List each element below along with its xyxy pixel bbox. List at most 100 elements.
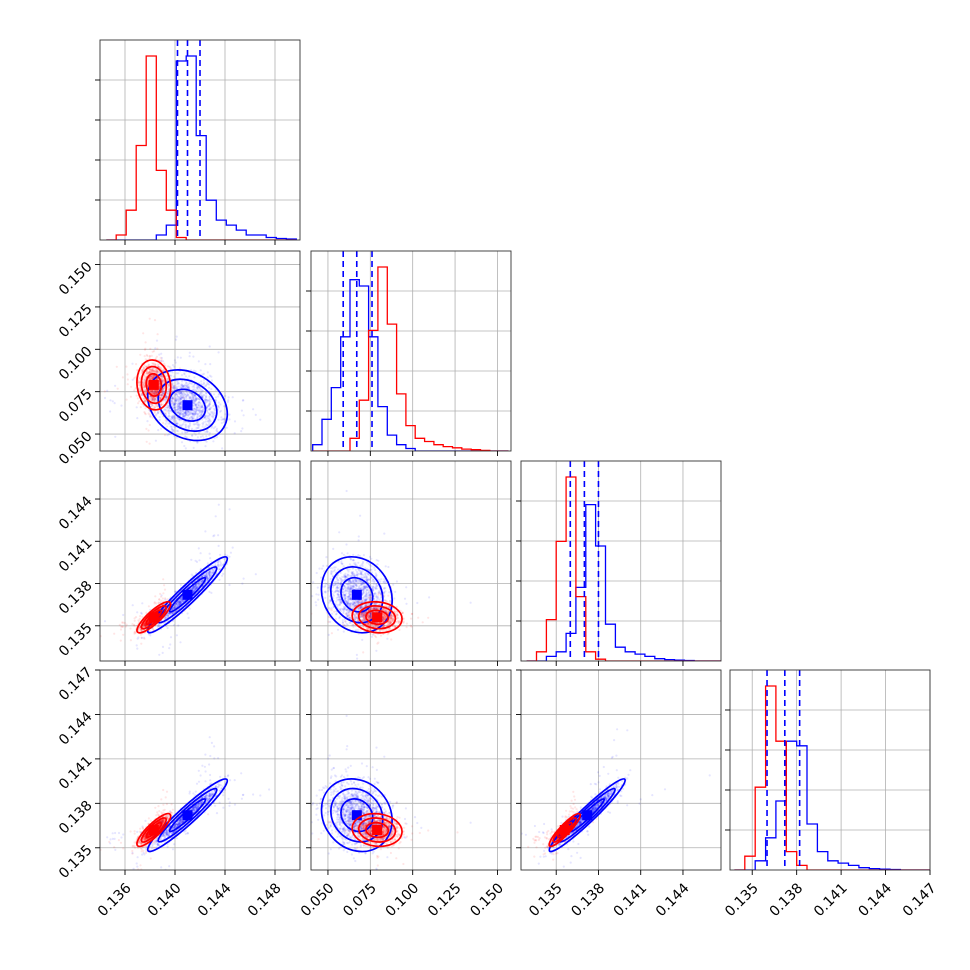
axes-frame bbox=[99, 460, 301, 662]
y-tick-label: 0.075 bbox=[56, 386, 96, 426]
y-tick-label: 0.135 bbox=[56, 620, 96, 660]
x-tick-label: 0.075 bbox=[340, 880, 380, 920]
contours-series-1 bbox=[351, 600, 403, 634]
histogram-series-1 bbox=[526, 476, 721, 661]
grid bbox=[311, 251, 511, 451]
density-peak bbox=[559, 825, 570, 835]
axes-frame bbox=[99, 250, 301, 452]
y-tick-label: 0.144 bbox=[56, 493, 96, 533]
y-tick-label: 0.150 bbox=[56, 259, 96, 299]
histogram-panel-0 bbox=[95, 39, 301, 245]
density-peak bbox=[148, 379, 159, 390]
density-peak bbox=[182, 400, 193, 411]
axes-frame bbox=[729, 669, 931, 871]
grid bbox=[730, 670, 931, 870]
contours-series-0 bbox=[320, 778, 393, 853]
y-tick-label: 0.050 bbox=[56, 428, 96, 468]
scatter-panel-3-1: 0.050 0.075 0.100 0.125 0.150 bbox=[298, 669, 512, 920]
histogram-series-0 bbox=[106, 55, 297, 240]
density-peak bbox=[182, 589, 193, 600]
x-tick-label: 0.138 bbox=[568, 880, 608, 920]
contour-level-1 bbox=[357, 817, 397, 843]
x-tick-label: 0.144 bbox=[653, 880, 693, 920]
axes-frame bbox=[99, 39, 301, 241]
y-tick-label: 0.138 bbox=[56, 578, 96, 618]
axes-frame bbox=[520, 669, 722, 871]
grid bbox=[521, 669, 721, 870]
density-peak bbox=[372, 612, 383, 623]
x-tick-label: 0.141 bbox=[811, 880, 851, 920]
axes-frame bbox=[99, 669, 301, 871]
density-peak bbox=[148, 825, 159, 835]
x-tick-label: 0.125 bbox=[425, 880, 465, 920]
contour-level-2 bbox=[145, 372, 163, 397]
density-peak bbox=[148, 612, 159, 623]
histogram-series-0 bbox=[734, 740, 930, 870]
histogram-series-1 bbox=[312, 266, 509, 451]
y-tick-label: 0.138 bbox=[56, 798, 96, 838]
contours-series-1 bbox=[548, 812, 582, 848]
x-tick-label: 0.140 bbox=[145, 880, 185, 920]
contour-level-0 bbox=[351, 600, 403, 634]
contour-level-2 bbox=[365, 821, 390, 839]
y-tick-label: 0.144 bbox=[56, 709, 96, 749]
scatter-panel-3-0: 0.136 0.140 0.144 0.1480.1350.1380.1410.144… bbox=[56, 664, 301, 920]
histogram-panel-2 bbox=[516, 460, 722, 666]
density-peak bbox=[372, 825, 383, 835]
axes-frame bbox=[310, 460, 512, 662]
x-tick-label: 0.135 bbox=[526, 880, 566, 920]
y-tick-label: 0.135 bbox=[56, 842, 96, 882]
histogram-panel-3: 0.135 0.138 0.141 0.144 0.147 bbox=[722, 669, 940, 920]
histogram-panel-1 bbox=[306, 250, 512, 456]
y-tick-label: 0.125 bbox=[56, 301, 96, 341]
contours-series-1 bbox=[136, 359, 172, 411]
contour-level-0 bbox=[351, 812, 403, 848]
x-tick-label: 0.141 bbox=[611, 880, 651, 920]
x-tick-label: 0.150 bbox=[467, 880, 507, 920]
contour-level-1 bbox=[357, 605, 397, 630]
x-tick-label: 0.135 bbox=[722, 880, 762, 920]
grid bbox=[100, 461, 300, 661]
histogram-series-1 bbox=[734, 685, 930, 870]
x-tick-label: 0.138 bbox=[767, 880, 807, 920]
grid bbox=[311, 461, 511, 661]
contour-level-0 bbox=[548, 778, 626, 853]
contour-level-2 bbox=[340, 798, 374, 833]
histogram-series-0 bbox=[526, 503, 721, 661]
histogram-series-1 bbox=[106, 55, 297, 240]
scatter-points-series-0 bbox=[311, 714, 472, 870]
histogram-series-0 bbox=[312, 279, 509, 451]
contour-level-2 bbox=[168, 388, 207, 422]
contours-series-1 bbox=[351, 812, 403, 848]
contour-level-2 bbox=[340, 576, 374, 613]
contour-level-0 bbox=[146, 555, 229, 634]
axes-frame bbox=[520, 460, 722, 662]
scatter-points-series-0 bbox=[103, 335, 262, 450]
contour-level-0 bbox=[320, 778, 393, 853]
contour-level-1 bbox=[140, 365, 168, 405]
x-tick-label: 0.147 bbox=[900, 880, 940, 920]
x-tick-label: 0.148 bbox=[245, 880, 285, 920]
density-peak bbox=[582, 810, 593, 821]
contour-level-0 bbox=[136, 359, 172, 411]
y-tick-label: 0.147 bbox=[56, 664, 96, 704]
contour-level-2 bbox=[365, 609, 390, 626]
contours-series-1 bbox=[136, 812, 172, 848]
contour-level-0 bbox=[146, 778, 229, 853]
grid bbox=[100, 251, 300, 451]
x-tick-label: 0.136 bbox=[95, 880, 135, 920]
density-peak bbox=[182, 810, 193, 821]
y-tick-label: 0.141 bbox=[56, 753, 96, 793]
x-tick-label: 0.144 bbox=[195, 880, 235, 920]
contours-series-0 bbox=[146, 778, 229, 853]
x-tick-label: 0.144 bbox=[856, 880, 896, 920]
density-peak bbox=[351, 810, 362, 821]
density-peak bbox=[351, 589, 362, 600]
grid bbox=[521, 461, 721, 661]
x-tick-label: 0.050 bbox=[298, 880, 338, 920]
scatter-panel-2-1 bbox=[306, 460, 512, 666]
contours-series-1 bbox=[136, 600, 172, 634]
